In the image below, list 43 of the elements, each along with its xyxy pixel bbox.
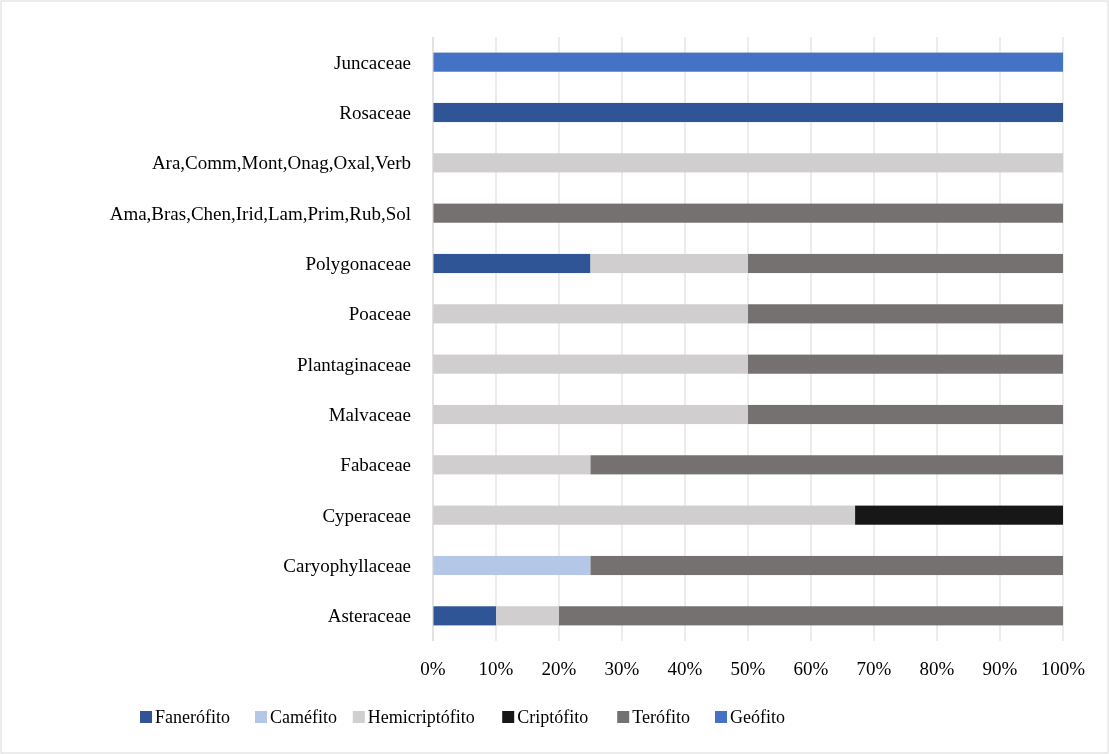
x-tick-label: 60% [793, 658, 829, 679]
bar [748, 253, 1063, 274]
bar [748, 354, 1063, 374]
bar [433, 203, 1063, 223]
bar [433, 102, 1063, 123]
bar [559, 606, 1063, 626]
bar [433, 555, 591, 576]
bar [748, 404, 1063, 425]
x-tick-label: 70% [856, 658, 892, 679]
y-tick-label: Plantaginaceae [297, 353, 411, 375]
y-tick-label: Rosaceae [339, 102, 411, 124]
y-tick-label: Ara,Comm,Mont,Onag,Oxal,Verb [151, 152, 411, 174]
legend-label: Fanerófito [155, 707, 230, 728]
bar [433, 606, 496, 626]
y-tick-label: Ama,Bras,Chen,Irid,Lam,Prim,Rub,Sol [109, 202, 411, 224]
legend-label: Terófito [632, 707, 690, 728]
x-tick-label: 0% [420, 658, 446, 679]
y-tick-label: Polygonaceae [305, 253, 411, 275]
y-tick-label: Cyperaceae [322, 504, 411, 526]
y-tick-label: Caryophyllaceae [283, 555, 411, 577]
legend-label: Geófito [730, 707, 785, 728]
x-tick-label: 40% [667, 658, 703, 679]
bar [748, 304, 1063, 324]
bar [590, 455, 1063, 475]
x-tick-label: 10% [478, 658, 514, 679]
y-tick-label: Fabaceae [340, 454, 411, 476]
x-tick-label: 50% [730, 658, 766, 679]
bar [590, 555, 1063, 576]
legend-label: Caméfito [270, 707, 337, 728]
legend-label: Hemicriptófito [367, 707, 475, 728]
y-tick-label: Asteraceae [327, 605, 411, 627]
y-tick-label: Poaceae [348, 303, 411, 325]
x-tick-label: 20% [541, 658, 577, 679]
x-tick-label: 100% [1040, 658, 1086, 679]
legend-label: Criptófito [517, 707, 589, 728]
x-tick-label: 30% [604, 658, 640, 679]
y-tick-label: Juncaceae [334, 51, 411, 73]
y-tick-label: Malvaceae [328, 404, 411, 426]
bar [855, 505, 1063, 525]
bar [433, 253, 591, 274]
bar [433, 52, 1063, 72]
x-tick-label: 80% [919, 658, 955, 679]
x-tick-label: 90% [982, 658, 1018, 679]
